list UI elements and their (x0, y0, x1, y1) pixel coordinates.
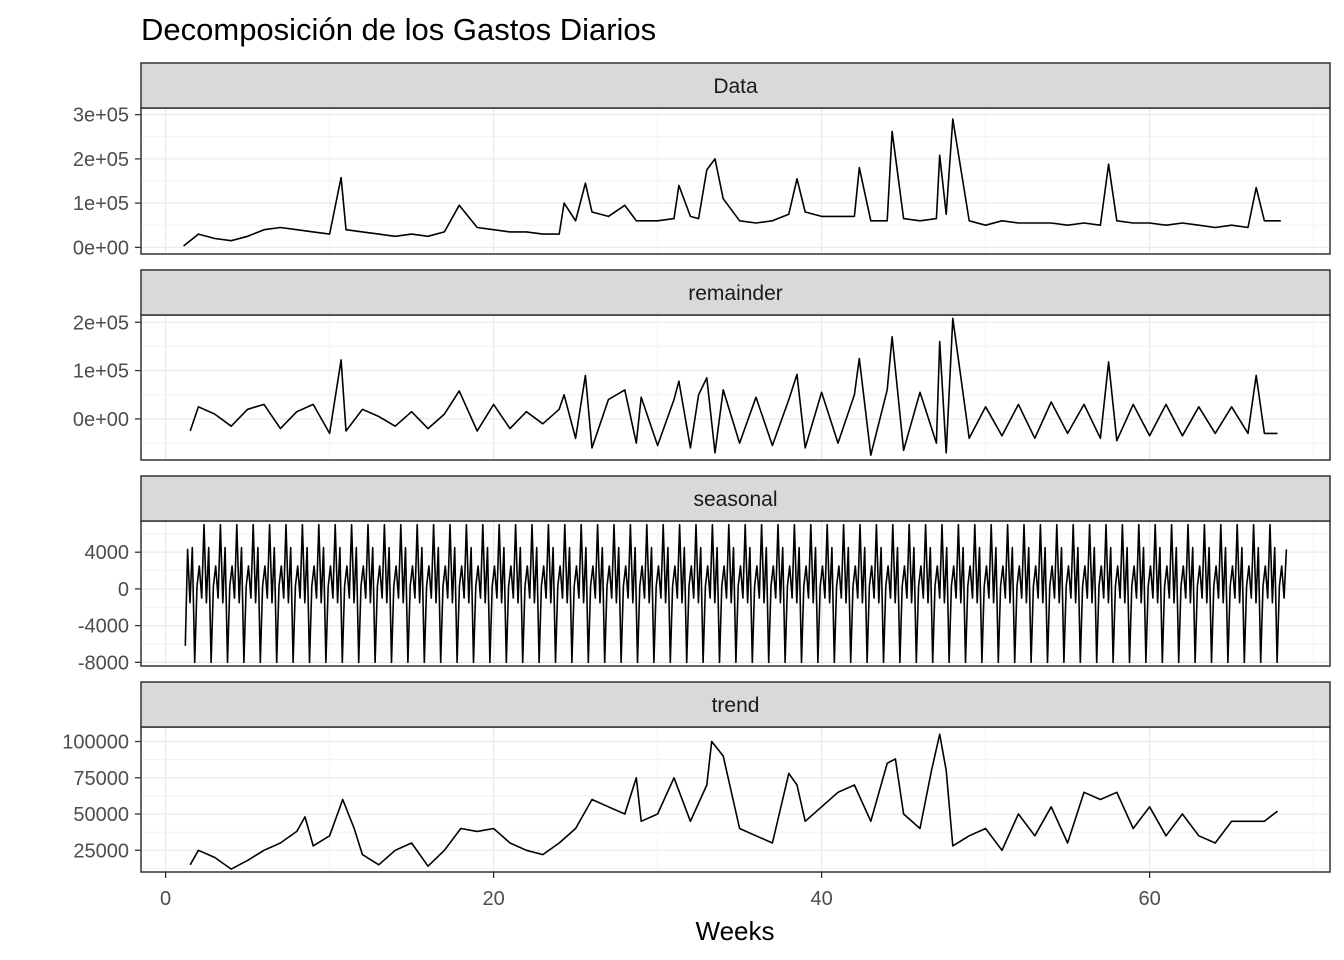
series-line-remainder (189, 317, 1278, 456)
y-tick-label: 100000 (62, 732, 129, 754)
x-tick-label: 60 (1138, 888, 1160, 910)
y-tick-label: 2e+05 (73, 149, 129, 171)
strip-background (140, 62, 1331, 109)
facet-panels: Data 0e+00 1e+05 2e+05 3e+05 remainder 0e+00 1e… (62, 62, 1331, 873)
y-tick-label: 0e+00 (73, 409, 129, 431)
y-tick-label: 0e+00 (73, 237, 129, 259)
strip-label-Data: Data (713, 75, 758, 98)
y-tick-label: 1e+05 (73, 361, 129, 383)
panel-remainder: remainder 0e+00 1e+05 2e+05 (73, 269, 1331, 461)
y-tick-label: 75000 (73, 768, 129, 790)
strip-background (140, 475, 1331, 522)
strip-label-trend: trend (712, 694, 760, 717)
panel-background (141, 315, 1330, 460)
y-tick-label: 0 (118, 579, 129, 601)
x-axis-title: Weeks (696, 916, 775, 946)
y-tick-label: 4000 (85, 542, 130, 564)
y-tick-label: -8000 (78, 652, 129, 674)
series-line-trend (189, 733, 1278, 870)
strip-label-seasonal: seasonal (693, 488, 777, 511)
panel-background (141, 727, 1330, 872)
panel-trend: trend 25000 50000 75000 100000 (62, 681, 1331, 873)
x-tick-label: 40 (810, 888, 832, 910)
strip-background (140, 269, 1331, 316)
strip-label-remainder: remainder (688, 282, 783, 305)
strip-background (140, 681, 1331, 728)
x-tick-label: 20 (482, 888, 504, 910)
y-tick-label: 2e+05 (73, 312, 129, 334)
y-tick-label: 1e+05 (73, 193, 129, 215)
y-tick-label: 25000 (73, 840, 129, 862)
y-tick-label: -4000 (78, 616, 129, 638)
series-line-Data (183, 118, 1281, 247)
y-tick-label: 3e+05 (73, 105, 129, 127)
x-axis: 0 20 40 60 (160, 872, 1161, 910)
y-tick-label: 50000 (73, 804, 129, 826)
panel-seasonal: seasonal -8000 -4000 0 4000 (78, 475, 1331, 674)
chart-title: Decomposición de los Gastos Diarios (141, 12, 656, 47)
series-line-seasonal (184, 523, 1288, 664)
panel-Data: Data 0e+00 1e+05 2e+05 3e+05 (73, 62, 1331, 259)
x-tick-label: 0 (160, 888, 171, 910)
